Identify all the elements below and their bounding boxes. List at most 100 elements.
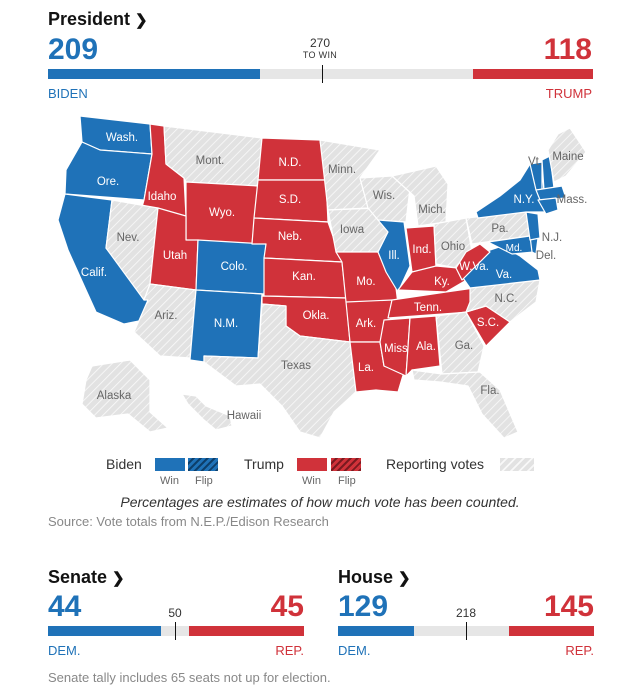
house-dem-seats: 129 [338, 590, 389, 623]
label-mt: Mont. [196, 155, 225, 167]
label-ma: Mass. [557, 194, 588, 206]
label-ne: Neb. [278, 231, 302, 243]
label-ca: Calif. [81, 267, 107, 279]
house-rep-seats: 145 [543, 590, 594, 623]
legend-biden-win: Win [160, 475, 179, 487]
senate-header[interactable]: Senate ❯ [48, 567, 125, 588]
legend-biden-flip-swatch [188, 458, 218, 471]
label-wi: Wis. [373, 190, 395, 202]
state-ga[interactable] [435, 311, 485, 375]
label-il: Ill. [388, 250, 400, 262]
trump-electoral-votes: 118 [543, 33, 592, 66]
state-nj[interactable] [525, 211, 541, 241]
label-me: Maine [552, 151, 583, 163]
state-ms[interactable] [379, 317, 411, 377]
label-md: Md. [506, 243, 523, 254]
state-ma[interactable] [535, 185, 567, 201]
state-ct[interactable] [537, 197, 559, 215]
chevron-right-icon: ❯ [398, 570, 411, 587]
state-wv[interactable] [455, 243, 491, 281]
state-nc[interactable] [465, 279, 541, 323]
legend-trump-win: Win [302, 475, 321, 487]
label-al: Ala. [416, 341, 436, 353]
senate-dem-fill [48, 626, 161, 636]
label-sc: S.C. [477, 317, 499, 329]
percentage-note: Percentages are estimates of how much vo… [120, 494, 520, 510]
senate-rep-label: REP. [275, 643, 304, 658]
legend-trump: Trump [244, 456, 284, 472]
label-ks: Kan. [292, 271, 316, 283]
label-nj: N.J. [542, 232, 562, 244]
state-tx[interactable] [203, 303, 357, 439]
label-hi: Hawaii [227, 410, 262, 422]
senate-majority-value: 50 [168, 606, 182, 620]
legend-trump-flip-swatch [331, 458, 361, 471]
state-md[interactable] [487, 235, 535, 255]
us-election-map: Wash. Ore. Calif. Idaho Wyo. Utah Colo. … [57, 115, 588, 439]
legend-trump-win-swatch [297, 458, 327, 471]
label-oh: Ohio [441, 241, 465, 253]
label-nc: N.C. [495, 293, 518, 305]
label-id: Idaho [148, 191, 177, 203]
label-or: Ore. [97, 176, 119, 188]
house-majority-tick [466, 622, 467, 640]
label-wv: W.Va. [459, 261, 489, 273]
chevron-right-icon: ❯ [112, 570, 125, 587]
senate-footnote: Senate tally includes 65 seats not up fo… [48, 670, 331, 685]
house-majority-value: 218 [455, 606, 477, 620]
label-vt: Vt. [528, 156, 542, 168]
label-az: Ariz. [155, 310, 178, 322]
label-ky: Ky. [434, 276, 450, 288]
president-progress-bar [48, 65, 593, 83]
senate-majority-tick [175, 622, 176, 640]
label-ny: N.Y. [514, 194, 535, 206]
label-mo: Mo. [356, 276, 375, 288]
label-va: Va. [496, 269, 512, 281]
legend-biden-flip: Flip [195, 475, 213, 487]
state-ak[interactable] [81, 359, 169, 433]
president-title: President [48, 9, 131, 29]
label-ga: Ga. [455, 340, 474, 352]
label-ok: Okla. [303, 310, 330, 322]
label-mn: Minn. [328, 164, 356, 176]
chevron-right-icon: ❯ [135, 12, 148, 29]
label-de: Del. [536, 250, 556, 262]
house-header[interactable]: House ❯ [338, 567, 411, 588]
threshold-text: TO WIN [302, 50, 338, 60]
house-rep-label: REP. [565, 643, 594, 658]
label-tn: Tenn. [414, 302, 442, 314]
house-rep-fill [508, 626, 594, 636]
state-hi[interactable] [181, 393, 233, 431]
house-dem-label: DEM. [338, 643, 371, 658]
president-header[interactable]: President ❯ [48, 9, 148, 30]
legend-reporting: Reporting votes [386, 456, 485, 472]
state-me[interactable] [547, 127, 587, 183]
house-dem-fill [338, 626, 414, 636]
state-fl[interactable] [411, 369, 519, 439]
biden-label: BIDEN [48, 86, 88, 101]
label-ia: Iowa [340, 224, 365, 236]
label-ms: Miss [384, 343, 408, 355]
legend-biden-win-swatch [155, 458, 185, 471]
threshold-tick [321, 65, 323, 83]
label-ak: Alaska [97, 390, 132, 402]
label-tx: Texas [281, 360, 311, 372]
trump-bar-fill [473, 69, 593, 79]
biden-bar-fill [48, 69, 260, 79]
label-wy: Wyo. [209, 207, 235, 219]
legend-biden: Biden [106, 456, 142, 472]
source-note: Source: Vote totals from N.E.P./Edison R… [48, 514, 329, 529]
house-progress-bar [338, 622, 594, 640]
senate-title: Senate [48, 567, 108, 587]
threshold-value: 270 [309, 36, 331, 50]
senate-rep-seats: 45 [270, 590, 304, 623]
label-co: Colo. [221, 261, 248, 273]
label-sd: S.D. [279, 194, 301, 206]
senate-dem-label: DEM. [48, 643, 81, 658]
state-al[interactable] [405, 315, 441, 377]
legend-trump-flip: Flip [338, 475, 356, 487]
label-nd: N.D. [279, 157, 302, 169]
legend-reporting-swatch [500, 458, 534, 471]
state-il[interactable] [377, 219, 411, 293]
senate-dem-seats: 44 [48, 590, 82, 623]
